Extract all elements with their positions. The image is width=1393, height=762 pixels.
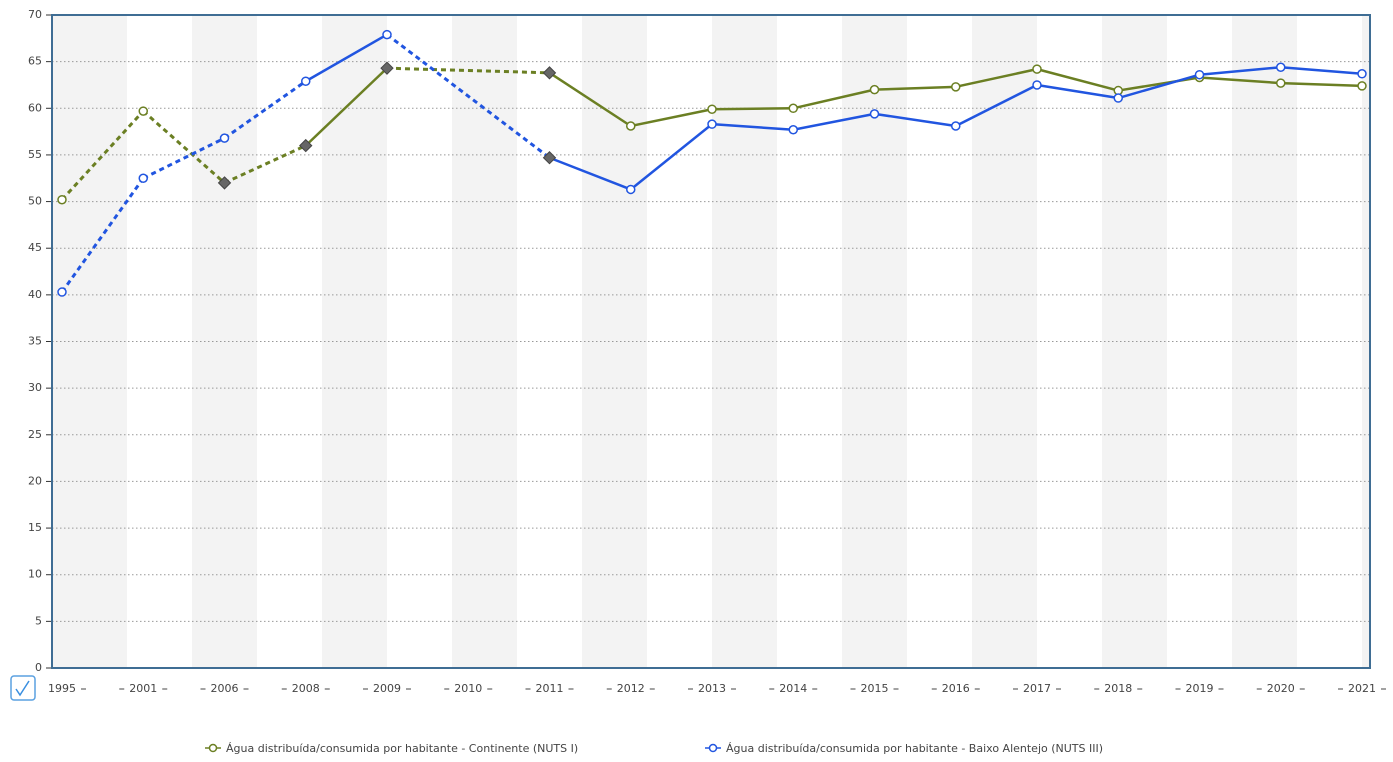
stripe (1362, 15, 1370, 668)
x-tick-label: 2012 (617, 682, 645, 695)
x-tick-label: 2021 (1348, 682, 1376, 695)
y-tick-label: 20 (28, 474, 42, 487)
y-tick-label: 25 (28, 428, 42, 441)
point-marker (707, 104, 717, 114)
y-tick-label: 65 (28, 55, 42, 68)
x-tick-label: 2018 (1104, 682, 1132, 695)
series-line (142, 109, 226, 185)
series-line (223, 80, 307, 140)
series-line (793, 112, 875, 131)
y-tick-label: 15 (28, 521, 42, 534)
x-tick-label: 2013 (698, 682, 726, 695)
point-marker (1113, 93, 1123, 103)
series-line (386, 66, 550, 75)
legend-label: Água distribuída/consumida por habitante… (226, 742, 578, 755)
x-tick-label: 2006 (211, 682, 239, 695)
y-tick-label: 60 (28, 101, 42, 114)
point-marker (138, 173, 148, 183)
series-line (711, 107, 794, 111)
series-line (60, 110, 145, 201)
point-marker (380, 61, 394, 75)
y-tick-label: 30 (28, 381, 42, 394)
series-line (1117, 73, 1200, 100)
point-marker (869, 109, 880, 119)
series-line (874, 112, 956, 128)
x-tick-label: 2020 (1267, 682, 1295, 695)
y-tick-label: 40 (28, 288, 42, 301)
series-line (874, 85, 956, 91)
point-marker (57, 194, 67, 205)
x-tick-label: 2009 (373, 682, 401, 695)
point-marker (299, 138, 313, 153)
checkmark (15, 680, 30, 697)
point-marker (1276, 78, 1286, 88)
y-tick-label: 50 (28, 195, 42, 208)
point-marker (542, 151, 557, 165)
x-tick-label: 2001 (129, 682, 157, 695)
point-marker (217, 176, 232, 190)
x-tick-label: 2019 (1186, 682, 1214, 695)
point-marker (1194, 69, 1205, 80)
series-line (549, 156, 632, 191)
point-marker (1357, 69, 1367, 79)
point-marker (301, 76, 311, 86)
point-marker (626, 121, 636, 131)
y-tick-label: 5 (35, 614, 42, 627)
legend-marker (708, 743, 718, 753)
series-line (1036, 83, 1119, 100)
x-tick-label: 2015 (861, 682, 889, 695)
point-marker (788, 124, 798, 135)
x-tick-label: 1995 (48, 682, 76, 695)
series-line (711, 122, 794, 131)
series-line (1280, 65, 1363, 76)
series-line (955, 83, 1038, 128)
x-tick-label: 2017 (1023, 682, 1051, 695)
point-marker (138, 106, 148, 116)
y-tick-label: 70 (28, 8, 42, 21)
series-line (1199, 76, 1281, 85)
series-line (630, 107, 713, 128)
series-line (223, 144, 307, 185)
y-tick-label: 10 (28, 568, 42, 581)
series-line (304, 67, 388, 147)
series-line (955, 67, 1038, 89)
point-marker (542, 66, 557, 80)
point-marker (1357, 81, 1367, 91)
plot-frame (51, 14, 1371, 669)
point-marker (57, 287, 67, 297)
checkbox[interactable] (10, 675, 36, 701)
series-line (305, 33, 388, 83)
legend-marker (208, 743, 218, 753)
point-marker (951, 121, 961, 131)
y-tick-label: 35 (28, 335, 42, 348)
series-line (548, 71, 632, 128)
series-line (386, 33, 551, 159)
x-tick-label: 2011 (536, 682, 564, 695)
point-marker (626, 184, 636, 195)
x-tick-label: 2008 (292, 682, 320, 695)
series-line (1199, 65, 1281, 76)
legend-label: Água distribuída/consumida por habitante… (726, 742, 1103, 755)
series-line (792, 88, 875, 110)
series-line (1280, 81, 1363, 88)
x-tick-label: 2016 (942, 682, 970, 695)
y-tick-label: 55 (28, 148, 42, 161)
x-tick-label: 2014 (779, 682, 807, 695)
point-marker (707, 119, 717, 129)
x-tick-label: 2010 (454, 682, 482, 695)
point-marker (1276, 62, 1286, 72)
y-tick-label: 45 (28, 241, 42, 254)
point-marker (219, 133, 230, 143)
series-line (629, 123, 713, 191)
point-marker (1032, 64, 1042, 74)
series-line (142, 136, 226, 180)
point-marker (1032, 80, 1042, 90)
series-line (1036, 67, 1119, 92)
point-marker (788, 103, 798, 114)
point-marker (951, 82, 961, 92)
y-tick-label: 0 (35, 661, 42, 674)
point-marker (869, 84, 880, 95)
point-marker (382, 29, 392, 40)
